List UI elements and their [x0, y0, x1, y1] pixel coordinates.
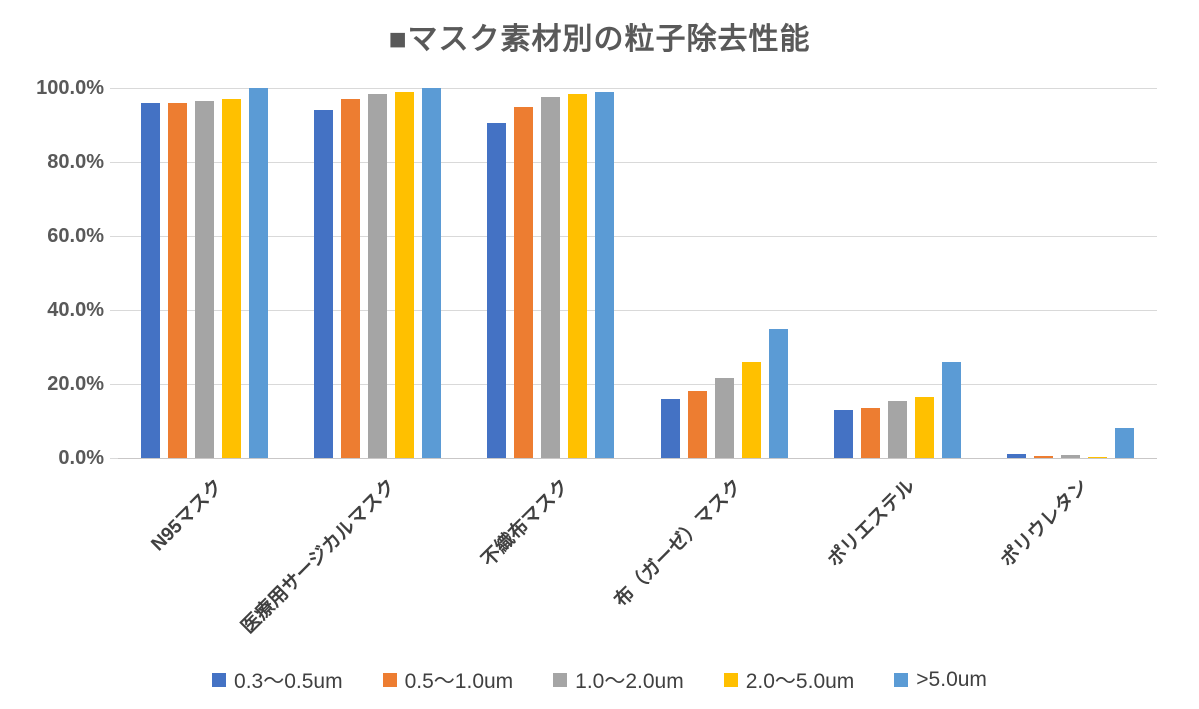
- bar: [595, 91, 615, 458]
- bar: [195, 100, 215, 458]
- legend-label: 1.0〜2.0um: [575, 670, 684, 693]
- bar: [487, 123, 507, 458]
- bar-group: [141, 88, 269, 458]
- y-axis-tick-label: 100.0%: [36, 77, 104, 99]
- y-tick-mark: [110, 162, 118, 163]
- bar: [833, 409, 853, 458]
- legend-swatch-icon: [212, 673, 227, 687]
- bar: [860, 408, 880, 458]
- bar-group: [833, 88, 961, 458]
- bar: [741, 361, 761, 458]
- legend-swatch-icon: [553, 673, 568, 687]
- x-axis-category-label: ポリウレタン: [997, 475, 1093, 572]
- bar: [1033, 455, 1053, 458]
- bar: [314, 110, 334, 458]
- bar: [1114, 428, 1134, 458]
- legend-swatch-icon: [382, 673, 397, 687]
- bar: [914, 396, 934, 458]
- bar: [714, 378, 734, 458]
- bar: [1087, 456, 1107, 458]
- gridline: [118, 88, 1157, 89]
- y-tick-mark: [110, 310, 118, 311]
- bar-group: [314, 88, 442, 458]
- bar: [1006, 454, 1026, 458]
- bar: [1060, 454, 1080, 458]
- bar: [422, 88, 442, 458]
- bar-group: [660, 88, 788, 458]
- bar: [341, 99, 361, 458]
- chart-title: ■マスク素材別の粒子除去性能: [388, 23, 811, 56]
- y-tick-mark: [110, 236, 118, 237]
- y-tick-mark: [110, 384, 118, 385]
- bar: [514, 106, 534, 458]
- gridline: [118, 162, 1157, 163]
- bar: [941, 361, 961, 458]
- bar-group: [487, 88, 615, 458]
- y-axis-tick-label: 60.0%: [47, 225, 104, 247]
- legend-label: 0.3〜0.5um: [234, 670, 343, 693]
- x-axis-category-label: 不織布マスク: [477, 475, 574, 572]
- legend-item: 0.5〜1.0um: [382, 665, 514, 695]
- gridline: [118, 384, 1157, 385]
- bar: [687, 391, 707, 458]
- legend-item: 2.0〜5.0um: [723, 665, 855, 695]
- bar: [141, 102, 161, 458]
- x-axis-category-label: 医療用サージカルマスク: [237, 475, 401, 638]
- y-axis-tick-label: 0.0%: [58, 447, 104, 469]
- y-axis-tick-label: 20.0%: [47, 373, 104, 395]
- plot-area: [110, 88, 1157, 459]
- y-tick-mark: [110, 88, 118, 89]
- legend-label: 2.0〜5.0um: [745, 670, 855, 693]
- bar: [568, 93, 588, 458]
- legend: 0.3〜0.5um 0.5〜1.0um 1.0〜2.0um 2.0〜5.0um >5.0…: [0, 665, 1199, 695]
- y-tick-mark: [110, 458, 118, 459]
- legend-item: 0.3〜0.5um: [212, 665, 343, 695]
- bar: [395, 91, 415, 458]
- x-axis-category-label: 布（ガーゼ）マスク: [610, 475, 747, 612]
- y-axis-tick-label: 40.0%: [47, 299, 104, 321]
- x-axis-category-label: N95マスク: [147, 475, 227, 556]
- legend-label: >5.0um: [916, 668, 987, 691]
- legend-item: 1.0〜2.0um: [553, 665, 684, 695]
- y-axis-tick-label: 80.0%: [47, 151, 104, 173]
- bar: [660, 398, 680, 458]
- bar: [222, 99, 242, 458]
- legend-item: >5.0um: [894, 668, 987, 692]
- x-axis-category-label: ポリエステル: [824, 475, 920, 572]
- bar: [168, 102, 188, 458]
- bar-group: [1006, 88, 1134, 458]
- gridline: [118, 236, 1157, 237]
- bar: [541, 97, 561, 458]
- bar: [249, 88, 269, 458]
- legend-swatch-icon: [723, 673, 738, 687]
- gridline: [118, 310, 1157, 311]
- gridline: [118, 458, 1157, 459]
- bar: [368, 93, 388, 458]
- legend-label: 0.5〜1.0um: [404, 670, 514, 693]
- bars-layer: [118, 88, 1157, 458]
- legend-swatch-icon: [894, 673, 909, 687]
- bar: [887, 400, 907, 458]
- bar: [768, 328, 788, 458]
